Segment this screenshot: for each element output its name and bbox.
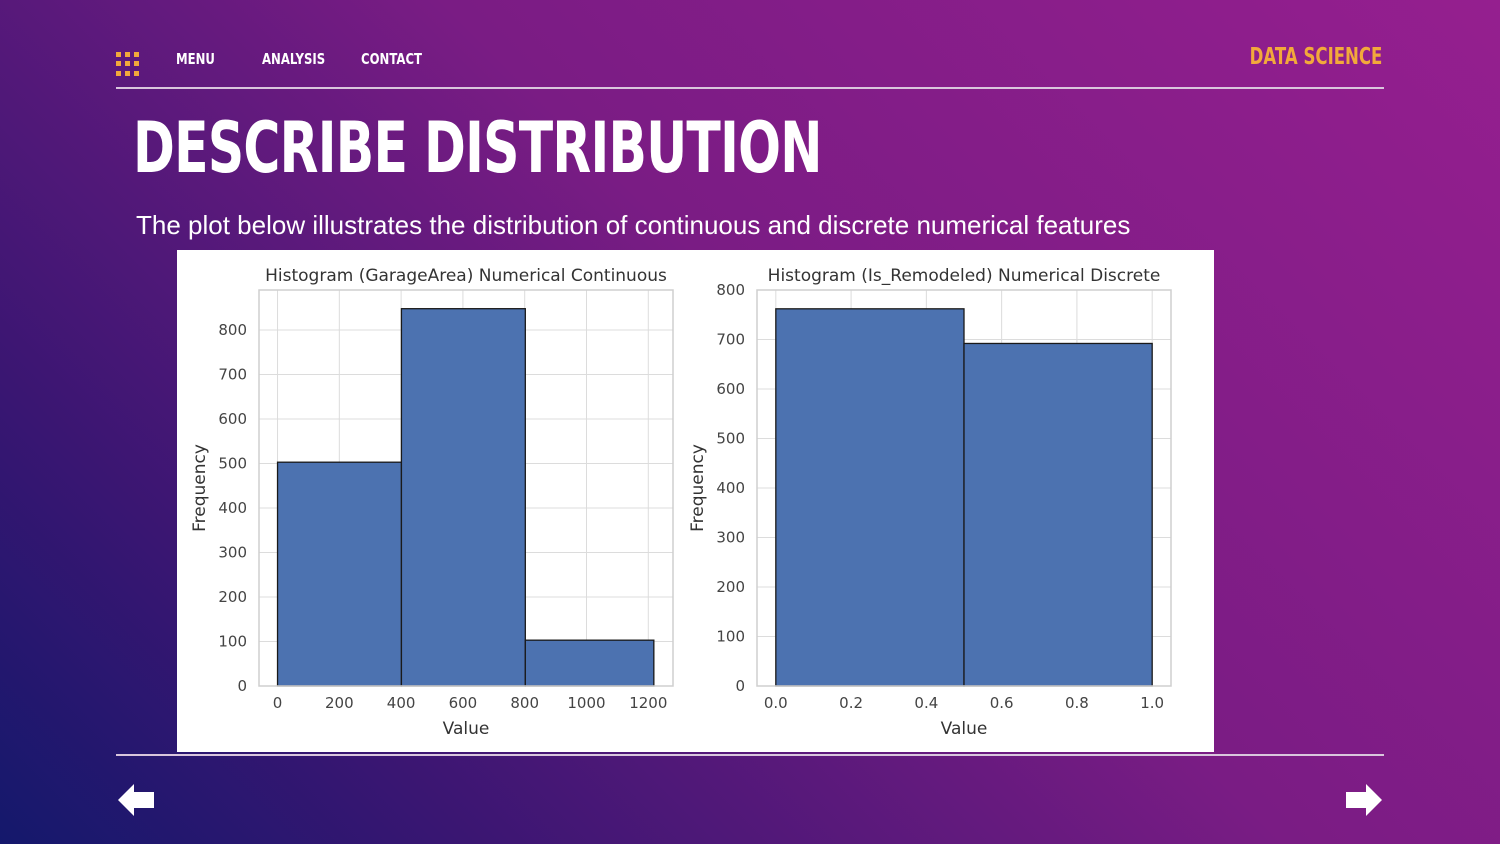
- y-tick-label: 800: [716, 281, 745, 299]
- chart-title: Histogram (GarageArea) Numerical Continu…: [265, 266, 667, 286]
- y-tick-label: 300: [716, 529, 745, 547]
- plot-frame: [756, 289, 1172, 687]
- chart-title: Histogram (Is_Remodeled) Numerical Discr…: [768, 266, 1161, 286]
- y-tick-label: 600: [218, 410, 247, 428]
- x-tick-label: 1000: [567, 694, 605, 712]
- y-axis-label: Frequency: [688, 444, 708, 532]
- x-tick-label: 0.2: [839, 694, 863, 712]
- histogram-bar: [963, 342, 1153, 687]
- y-tick-label: 200: [218, 588, 247, 606]
- x-tick-label: 200: [325, 694, 354, 712]
- top-navigation: MENU ANALYSIS CONTACT DATA SCIENCE: [116, 44, 1384, 84]
- x-tick-label: 600: [449, 694, 478, 712]
- x-tick-label: 1.0: [1140, 694, 1164, 712]
- chart-panel-2: 0.0 0.2 0.4 0.6 0.8 1.0 0 100 200 300 400 500 600 700…: [688, 266, 1172, 739]
- histogram-bar: [524, 639, 655, 687]
- y-tick-label: 400: [716, 479, 745, 497]
- y-tick-label: 200: [716, 578, 745, 596]
- y-tick-label: 400: [218, 499, 247, 517]
- x-tick-label: 400: [387, 694, 416, 712]
- chart-panel-1: 0 200 400 600 800 1000 1200 0 100 200 300 400 500 600…: [190, 266, 674, 739]
- page-title: DESCRIBE DISTRIBUTION: [133, 107, 822, 189]
- grid-menu-icon[interactable]: [116, 52, 140, 76]
- x-tick-label: 0.0: [764, 694, 788, 712]
- brand-label: DATA SCIENCE: [1249, 44, 1382, 70]
- x-axis-label: Value: [443, 719, 490, 739]
- y-tick-label: 500: [716, 430, 745, 448]
- y-tick-label: 500: [218, 455, 247, 473]
- bottom-divider: [116, 754, 1384, 756]
- y-tick-label: 700: [218, 366, 247, 384]
- y-axis-label: Frequency: [190, 444, 210, 532]
- histogram-bar: [400, 308, 526, 687]
- chart-figure: 0 200 400 600 800 1000 1200 0 100 200 300 400 500 600…: [177, 250, 1214, 752]
- y-tick-label: 700: [716, 331, 745, 349]
- x-tick-label: 1200: [629, 694, 667, 712]
- y-tick-label: 800: [218, 321, 247, 339]
- y-tick-label: 100: [716, 628, 745, 646]
- x-axis-label: Value: [941, 719, 988, 739]
- nav-item-menu[interactable]: MENU: [176, 50, 215, 68]
- x-tick-label: 0.6: [990, 694, 1014, 712]
- top-divider: [116, 87, 1384, 89]
- histogram-bar: [775, 308, 965, 687]
- plot-frame: [258, 289, 674, 687]
- nav-item-analysis[interactable]: ANALYSIS: [262, 50, 326, 68]
- arrow-left-icon[interactable]: [116, 782, 156, 818]
- x-tick-label: 0.8: [1065, 694, 1089, 712]
- y-tick-label: 0: [735, 677, 745, 695]
- x-tick-label: 0.4: [914, 694, 938, 712]
- y-tick-label: 300: [218, 544, 247, 562]
- page-subtitle: The plot below illustrates the distribut…: [136, 210, 1131, 240]
- y-tick-label: 0: [237, 677, 247, 695]
- x-tick-label: 0: [273, 694, 283, 712]
- y-tick-label: 100: [218, 633, 247, 651]
- arrow-right-icon[interactable]: [1344, 782, 1384, 818]
- x-tick-label: 800: [510, 694, 539, 712]
- y-tick-label: 600: [716, 380, 745, 398]
- histogram-figure: 0 200 400 600 800 1000 12000100200300400500600…: [190, 266, 1172, 739]
- nav-item-contact[interactable]: CONTACT: [361, 50, 423, 68]
- histogram-bar: [276, 461, 403, 687]
